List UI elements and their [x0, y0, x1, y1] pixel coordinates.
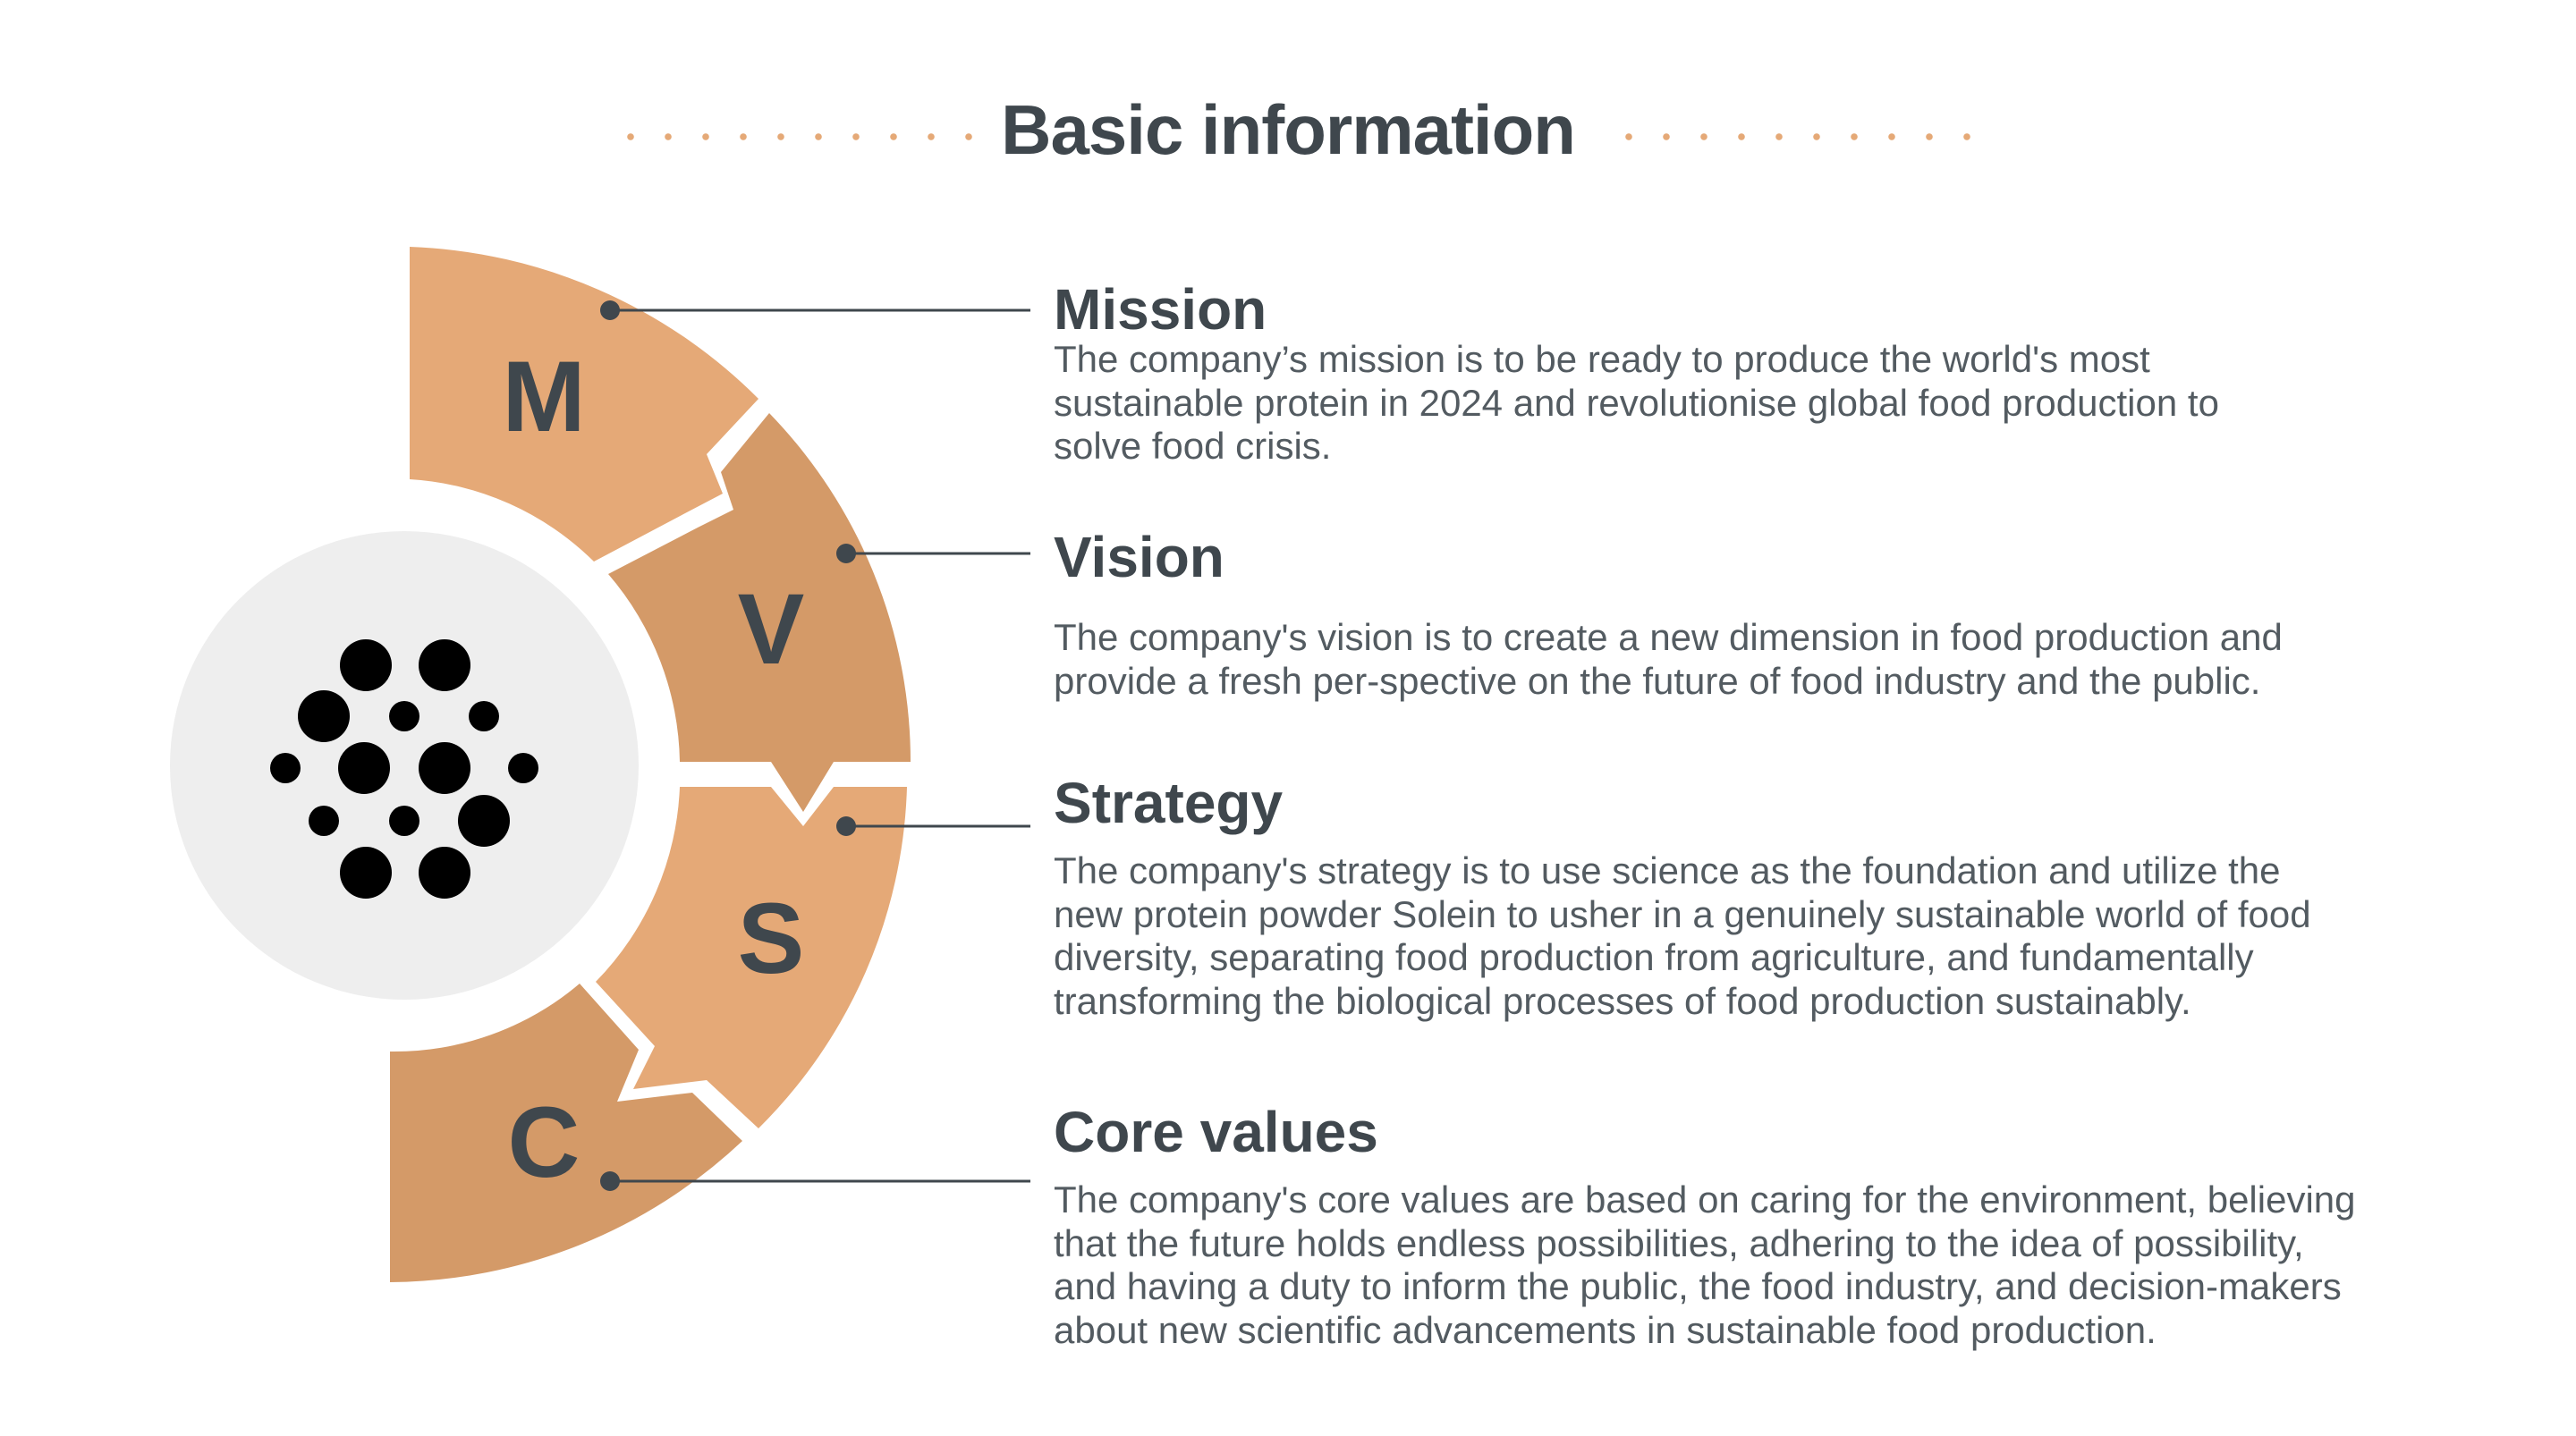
segment-letter-s: S	[738, 883, 805, 994]
segment-v	[608, 413, 911, 812]
item-text-vision: The company's vision is to create a new …	[1054, 616, 2283, 702]
segment-s	[596, 787, 907, 1128]
segment-c	[390, 984, 742, 1282]
title-dots-left	[612, 133, 987, 140]
item-vision: Vision The company's vision is to create…	[1054, 523, 2485, 703]
item-text-mission: The company’s mission is to be ready to …	[1054, 338, 2219, 467]
connector-vision	[836, 544, 1030, 563]
item-title-strategy: Strategy	[1054, 771, 1284, 835]
connector-mission	[600, 300, 1030, 320]
title-dots-right	[1610, 133, 1986, 140]
center-circle	[170, 531, 639, 1000]
item-strategy: Strategy The company's strategy is to us…	[1054, 769, 2485, 1023]
segment-m	[410, 247, 758, 562]
item-core-values: Core values The company's core values ar…	[1054, 1098, 2485, 1352]
dots-cluster-icon	[270, 639, 538, 899]
page-title: Basic information	[1001, 90, 1576, 169]
connector-strategy	[836, 816, 1030, 836]
item-mission: Mission The company’s mission is to be r…	[1054, 275, 2485, 469]
item-title-mission: Mission	[1054, 277, 1267, 342]
segment-letter-v: V	[738, 573, 805, 685]
segment-letter-c: C	[508, 1086, 580, 1198]
item-text-core-values: The company's core values are based on c…	[1054, 1178, 2356, 1351]
item-text-strategy: The company's strategy is to use science…	[1054, 849, 2311, 1022]
item-title-core-values: Core values	[1054, 1100, 1378, 1164]
segment-letter-m: M	[502, 341, 585, 452]
connector-core-values	[600, 1171, 1030, 1191]
item-title-vision: Vision	[1054, 525, 1224, 589]
